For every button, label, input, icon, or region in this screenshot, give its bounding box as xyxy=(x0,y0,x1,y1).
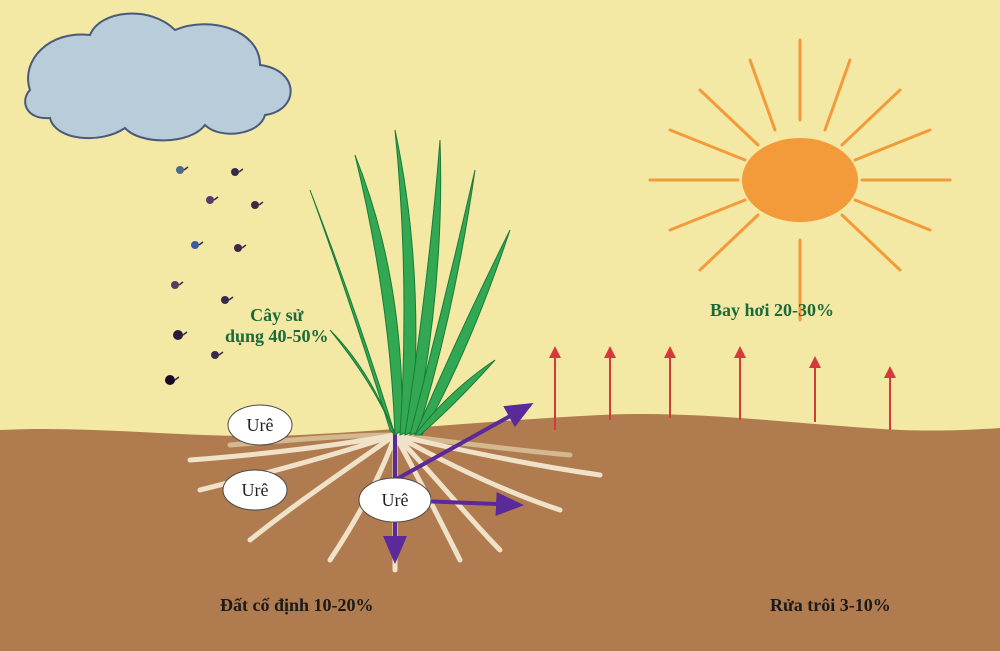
particle-dot xyxy=(221,296,229,304)
particle-dot xyxy=(231,168,239,176)
label-plant-use: Cây sử dụng 40-50% xyxy=(225,305,329,347)
particle-dot xyxy=(206,196,214,204)
particle-dot xyxy=(191,241,199,249)
particle-dot xyxy=(211,351,219,359)
particle-dot xyxy=(165,375,175,385)
particle-dot xyxy=(171,281,179,289)
diagram-canvas: Urê Urê Urê Cây sử dụng 40-50% Bay hơi 20-… xyxy=(0,0,1000,651)
label-evaporation: Bay hơi 20-30% xyxy=(710,300,834,321)
particle-dot xyxy=(234,244,242,252)
urea-label: Urê xyxy=(242,480,269,500)
particle-dot xyxy=(176,166,184,174)
particle-dot xyxy=(173,330,183,340)
svg-layer: Urê Urê Urê xyxy=(0,0,1000,651)
particle-dot xyxy=(251,201,259,209)
sun-icon xyxy=(742,138,858,222)
label-soil-fix: Đất cố định 10-20% xyxy=(220,595,374,616)
urea-label: Urê xyxy=(247,415,274,435)
urea-label: Urê xyxy=(382,490,409,510)
label-washout: Rửa trôi 3-10% xyxy=(770,595,891,616)
